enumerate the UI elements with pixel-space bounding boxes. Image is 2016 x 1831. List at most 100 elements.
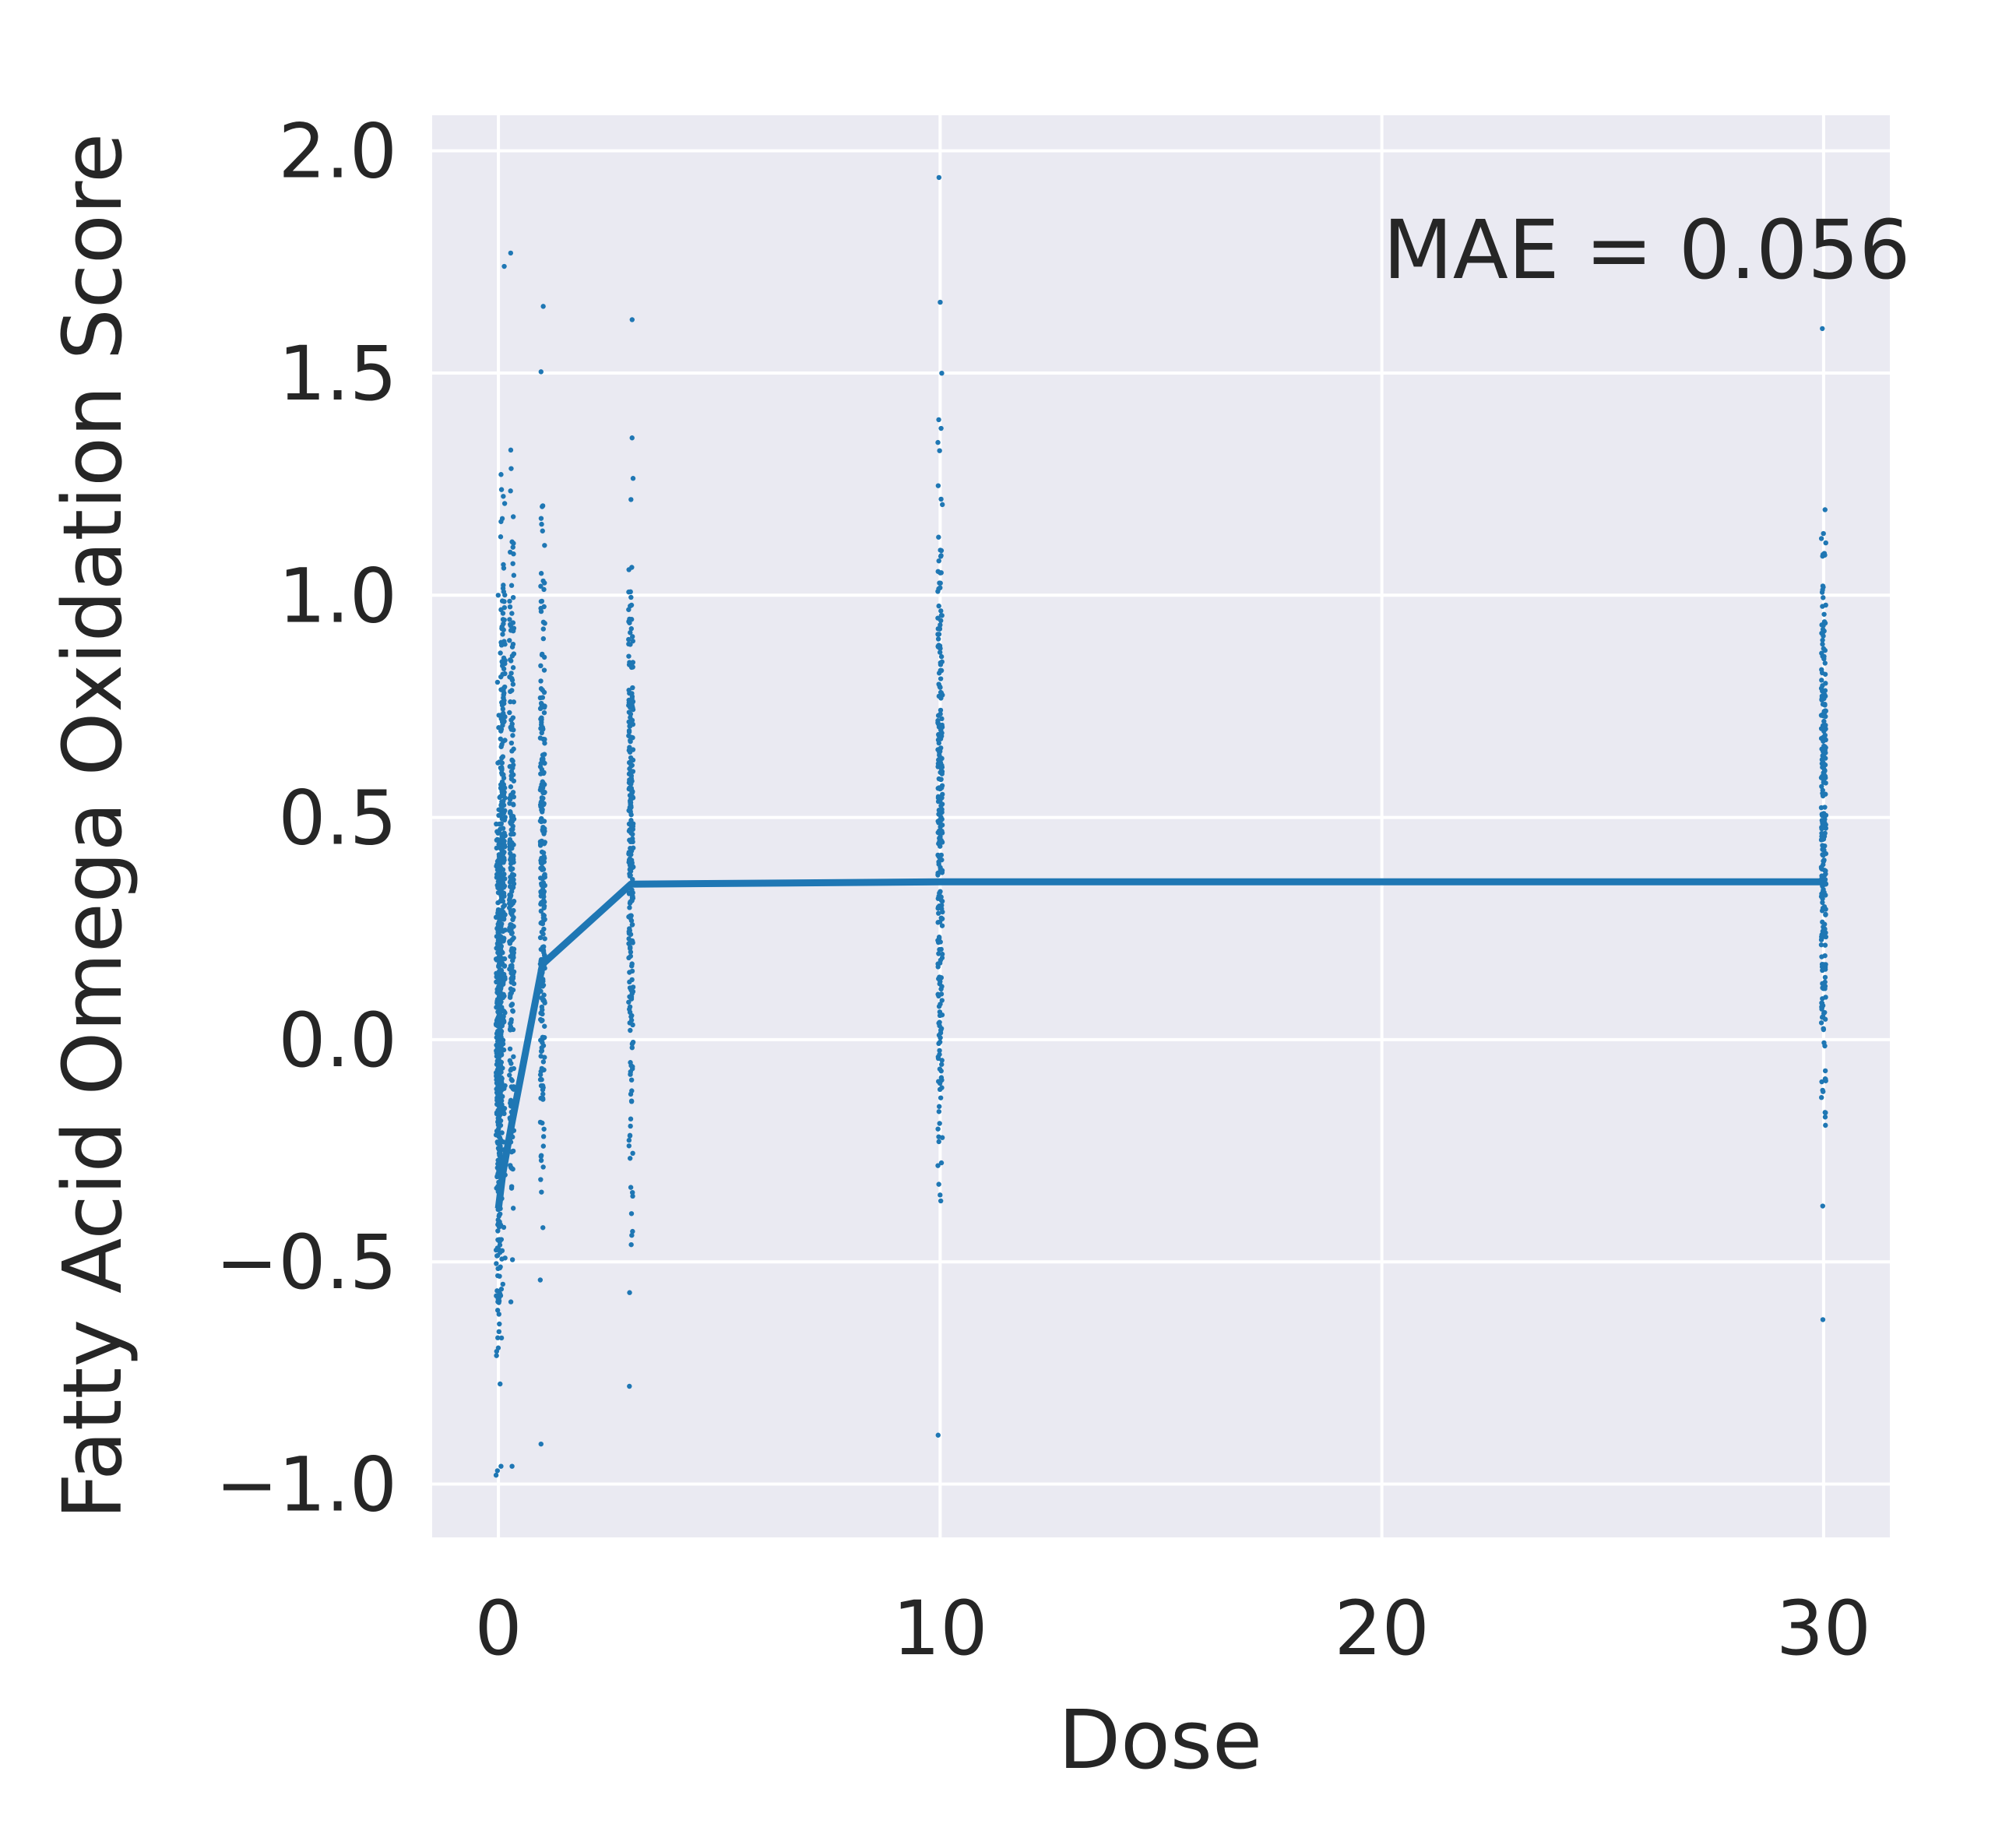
- scatter-point: [502, 928, 508, 933]
- scatter-point: [498, 1092, 504, 1098]
- scatter-point: [936, 174, 942, 181]
- scatter-point: [501, 883, 508, 889]
- scatter-point: [509, 611, 515, 616]
- scatter-point: [628, 1069, 633, 1075]
- scatter-point: [938, 745, 944, 751]
- scatter-point: [1821, 595, 1826, 600]
- scatter-point: [626, 891, 632, 896]
- scatter-point: [936, 976, 941, 981]
- scatter-point: [1822, 986, 1828, 991]
- scatter-point: [1821, 633, 1826, 639]
- scatter-point: [936, 632, 942, 637]
- scatter-point: [1818, 893, 1824, 900]
- scatter-point: [508, 773, 514, 779]
- scatter-point: [542, 1023, 547, 1029]
- scatter-point: [508, 1165, 515, 1171]
- fit-line-layer: [494, 878, 1824, 1210]
- scatter-point: [628, 770, 634, 776]
- scatter-point: [509, 945, 515, 952]
- scatter-point: [539, 798, 544, 804]
- scatter-point: [1818, 864, 1824, 870]
- scatter-point: [541, 654, 547, 660]
- scatter-point: [1822, 660, 1828, 666]
- scatter-point: [1818, 775, 1824, 780]
- scatter-point: [938, 690, 945, 696]
- scatter-point: [508, 447, 514, 453]
- scatter-point: [937, 808, 942, 814]
- scatter-point: [938, 711, 943, 717]
- scatter-point: [937, 1051, 942, 1058]
- scatter-point: [1819, 954, 1824, 960]
- scatter-point: [938, 622, 943, 628]
- scatter-point: [495, 1266, 501, 1272]
- scatter-point: [1823, 930, 1828, 935]
- scatter-point: [1822, 942, 1828, 948]
- scatter-point: [938, 553, 944, 558]
- scatter-point: [626, 748, 632, 753]
- scatter-point: [1818, 942, 1824, 948]
- scatter-point: [510, 917, 515, 923]
- scatter-point: [500, 938, 506, 944]
- scatter-point: [629, 860, 635, 866]
- scatter-point: [507, 617, 512, 622]
- scatter-point: [499, 767, 505, 773]
- scatter-point: [937, 626, 943, 632]
- scatter-point: [508, 671, 514, 676]
- scatter-point: [538, 908, 544, 914]
- scatter-point: [936, 1004, 942, 1009]
- scatter-point: [502, 876, 508, 882]
- scatter-point: [495, 1273, 501, 1279]
- scatter-point: [496, 1157, 501, 1163]
- scatter-point: [500, 617, 506, 622]
- scatter-point: [496, 1115, 501, 1121]
- scatter-point: [938, 299, 943, 305]
- scatter-point: [1820, 1317, 1826, 1322]
- scatter-point: [511, 859, 516, 865]
- scatter-point: [502, 976, 508, 982]
- scatter-point: [498, 1211, 503, 1217]
- scatter-point: [501, 860, 506, 865]
- scatter-point: [939, 951, 945, 957]
- scatter-point: [936, 951, 941, 956]
- scatter-point: [507, 879, 513, 885]
- scatter-point: [498, 898, 504, 903]
- scatter-point: [630, 685, 635, 691]
- scatter-point: [510, 594, 516, 600]
- scatter-point: [935, 1126, 941, 1132]
- scatter-point: [628, 1185, 634, 1190]
- scatter-point: [508, 1068, 513, 1073]
- scatter-point: [510, 620, 516, 625]
- scatter-point: [626, 1006, 632, 1012]
- scatter-point: [501, 263, 507, 269]
- scatter-point: [1821, 889, 1827, 896]
- scatter-point: [938, 608, 944, 614]
- scatter-point: [1820, 836, 1826, 843]
- scatter-point: [1821, 718, 1827, 724]
- fit-line: [494, 878, 1824, 1210]
- y-tick-label: −1.0: [216, 1442, 397, 1529]
- scatter-point: [540, 1059, 547, 1065]
- scatter-point: [936, 586, 941, 592]
- y-tick-label: 1.5: [278, 330, 397, 417]
- scatter-point: [498, 650, 503, 656]
- scatter-point: [510, 665, 516, 671]
- scatter-point: [629, 977, 635, 983]
- y-tick-label: 0.0: [278, 997, 397, 1084]
- scatter-point: [497, 1321, 502, 1327]
- scatter-point: [628, 497, 634, 502]
- scatter-point: [501, 692, 506, 698]
- scatter-point: [498, 1381, 503, 1387]
- scatter-point: [935, 920, 941, 925]
- scatter-point: [508, 250, 514, 256]
- scatter-point: [495, 976, 501, 981]
- scatter-point: [510, 1008, 515, 1013]
- scatter-point: [500, 995, 505, 1001]
- scatter-point: [501, 1224, 507, 1231]
- scatter-point: [628, 763, 634, 769]
- scatter-point: [498, 472, 504, 477]
- scatter-point: [936, 558, 941, 564]
- scatter-point: [1819, 650, 1824, 656]
- scatter-point: [509, 1257, 515, 1262]
- scatter-point: [937, 650, 943, 655]
- scatter-point: [939, 923, 945, 928]
